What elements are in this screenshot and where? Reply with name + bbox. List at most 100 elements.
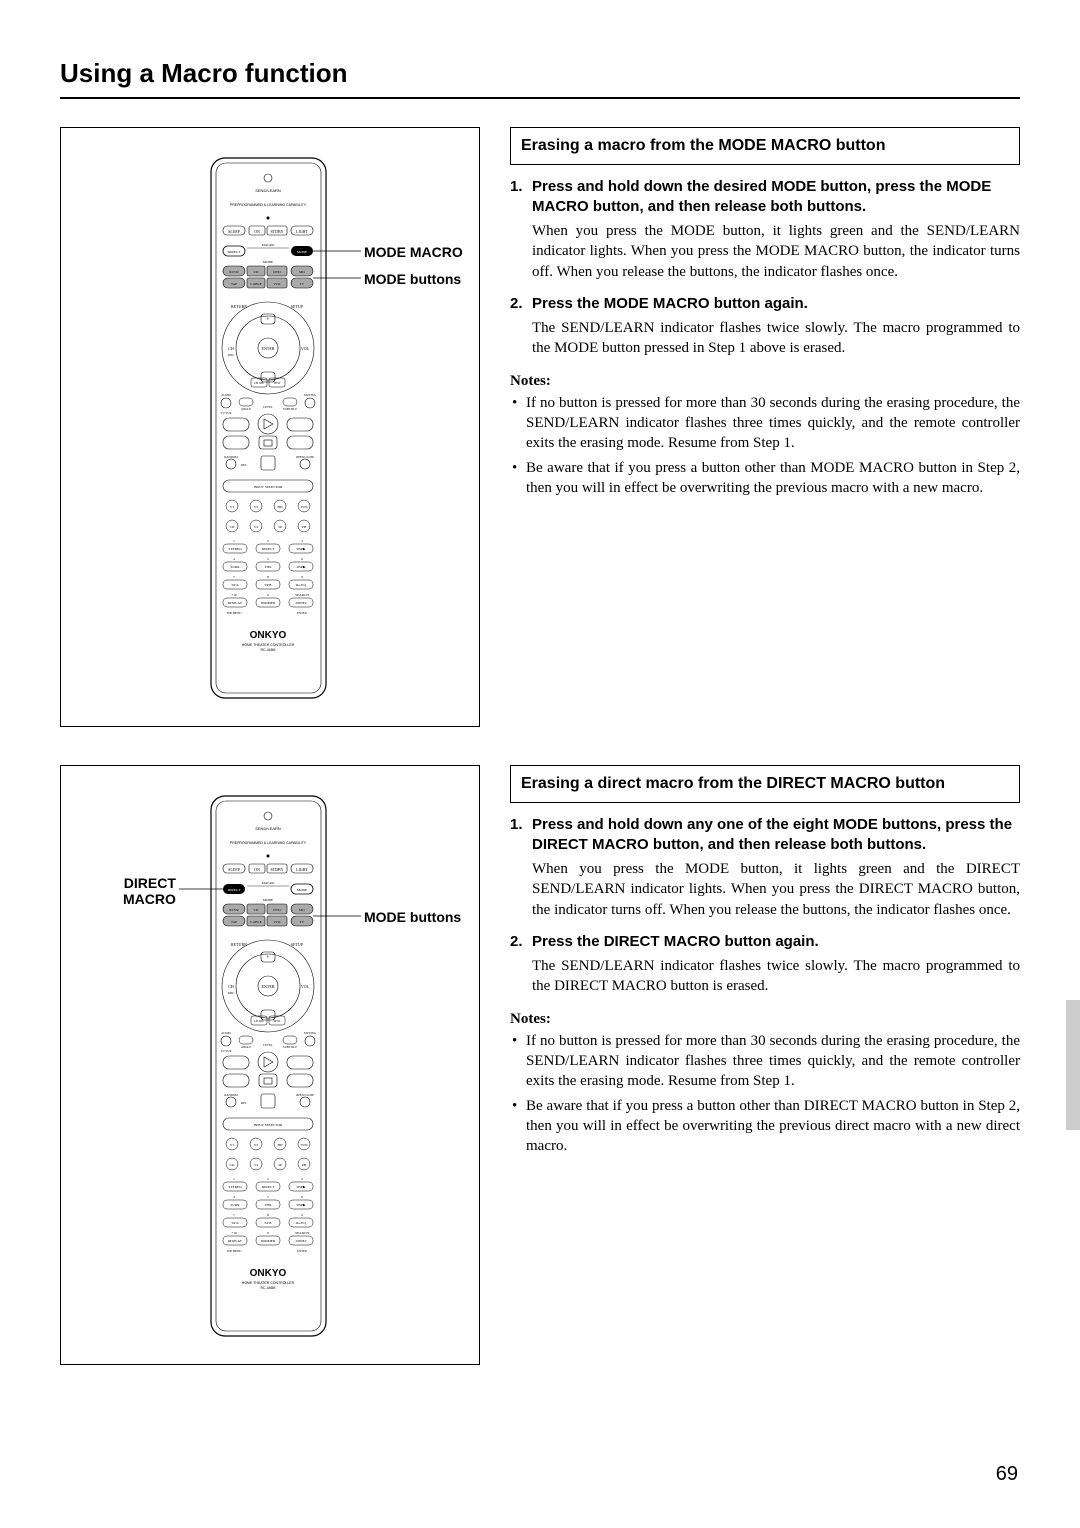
svg-text:SEARCH: SEARCH: [295, 1231, 309, 1235]
section-direct-macro: SEND/LEARN PREPROGRAMMED & LEARNING CAPA…: [60, 765, 1020, 1365]
svg-text:MUTING: MUTING: [304, 1031, 317, 1035]
svg-text:RETURN: RETURN: [231, 942, 247, 947]
step-2-1: 1. Press and hold down any one of the ei…: [510, 815, 1020, 920]
svg-text:CH: CH: [228, 346, 234, 351]
svg-text:TV: TV: [300, 282, 305, 286]
svg-text:RC-446M: RC-446M: [261, 648, 276, 652]
svg-text:3: 3: [301, 539, 303, 543]
svg-text:SETUP: SETUP: [291, 942, 304, 947]
note-item: Be aware that if you press a button othe…: [510, 1096, 1020, 1157]
svg-text:LEVEL: LEVEL: [263, 1043, 273, 1047]
svg-text:ON: ON: [254, 229, 260, 234]
svg-text:RCVR: RCVR: [229, 908, 239, 912]
svg-text:CD: CD: [254, 270, 259, 274]
svg-text:CD: CD: [230, 525, 235, 529]
step-num: 1.: [510, 815, 523, 835]
step-body: When you press the MODE button, it light…: [532, 859, 1020, 920]
svg-text:CH SEL: CH SEL: [254, 381, 264, 385]
svg-text:ANGLE: ANGLE: [241, 407, 251, 411]
svg-text:CABLE: CABLE: [250, 282, 261, 286]
svg-text:MODE: MODE: [297, 250, 307, 254]
svg-text:CH: CH: [228, 984, 234, 989]
svg-text:1: 1: [233, 539, 235, 543]
svg-text:2: 2: [267, 1177, 269, 1181]
remote-illustration: SEND/LEARN PREPROGRAMMED & LEARNING CAPA…: [61, 128, 481, 728]
svg-text:TOP MENU: TOP MENU: [226, 1249, 242, 1253]
svg-text:Re-EQ: Re-EQ: [296, 1221, 306, 1225]
notes-title: Notes:: [510, 1009, 1020, 1029]
svg-text:4: 4: [233, 1195, 235, 1199]
svg-text:SP A: SP A: [232, 583, 239, 587]
svg-text:SP A: SP A: [232, 1221, 239, 1225]
svg-text:CH SEL: CH SEL: [254, 1019, 264, 1023]
svg-text:SEND/LEARN: SEND/LEARN: [255, 188, 281, 193]
svg-text:SURR: SURR: [230, 565, 240, 569]
svg-text:LIGHT: LIGHT: [296, 867, 309, 872]
svg-text:TOP MENU: TOP MENU: [226, 611, 242, 615]
step-num: 1.: [510, 177, 523, 197]
svg-text:TUN: TUN: [300, 1143, 308, 1147]
svg-text:ONKYO: ONKYO: [250, 1268, 287, 1279]
step-1-1: 1. Press and hold down the desired MODE …: [510, 177, 1020, 282]
svg-text:ENTER: ENTER: [297, 611, 307, 615]
svg-text:REC: REC: [241, 463, 247, 467]
svg-text:DIRECT: DIRECT: [262, 547, 276, 551]
callout-direct-macro: DIRECTMACRO: [123, 875, 176, 907]
svg-text:DISC: DISC: [228, 353, 235, 357]
svg-text:Re-EQ: Re-EQ: [296, 583, 306, 587]
callout-mode-buttons: MODE buttons: [364, 271, 461, 287]
note-item: Be aware that if you press a button othe…: [510, 458, 1020, 499]
svg-text:V2: V2: [254, 505, 259, 509]
svg-text:DIRECT: DIRECT: [228, 250, 242, 254]
svg-text:TP: TP: [278, 1163, 282, 1167]
svg-text:THX: THX: [264, 1203, 272, 1207]
svg-text:5: 5: [267, 1195, 269, 1199]
step-num: 2.: [510, 294, 523, 314]
svg-text:DSP▶: DSP▶: [296, 1185, 306, 1189]
svg-text:V1: V1: [230, 1143, 235, 1147]
step-title: Press the DIRECT MACRO button again.: [532, 932, 1020, 952]
svg-text:MD: MD: [299, 270, 305, 274]
svg-text:V4: V4: [254, 1163, 259, 1167]
svg-text:V1: V1: [230, 505, 235, 509]
svg-text:0: 0: [267, 593, 269, 597]
callout-mode-buttons: MODE buttons: [364, 909, 461, 925]
svg-text:+10: +10: [231, 593, 237, 597]
svg-text:TV: TV: [300, 920, 305, 924]
note-item: If no button is pressed for more than 30…: [510, 1031, 1020, 1092]
svg-text:TEST: TEST: [273, 1019, 280, 1023]
step-title: Press and hold down any one of the eight…: [532, 815, 1020, 856]
svg-text:DIRECT: DIRECT: [228, 888, 242, 892]
svg-text:DVD: DVD: [273, 270, 281, 274]
svg-text:TP: TP: [278, 525, 282, 529]
svg-text:HD: HD: [277, 505, 283, 509]
step-2-2: 2. Press the DIRECT MACRO button again. …: [510, 932, 1020, 997]
side-tab: [1066, 1000, 1080, 1130]
svg-text:PH: PH: [302, 525, 307, 529]
svg-text:ANGLE: ANGLE: [241, 1045, 251, 1049]
svg-text:INPUT SELECTOR: INPUT SELECTOR: [254, 485, 283, 489]
svg-text:RC-446M: RC-446M: [261, 1286, 276, 1290]
svg-text:MODE: MODE: [263, 260, 273, 264]
svg-text:OPEN/CLOSE: OPEN/CLOSE: [296, 455, 314, 459]
svg-text:MUTING: MUTING: [304, 393, 317, 397]
svg-text:7: 7: [233, 575, 235, 579]
svg-text:3: 3: [301, 1177, 303, 1181]
svg-text:9: 9: [301, 1213, 303, 1217]
svg-text:DIRECT: DIRECT: [262, 1185, 276, 1189]
step-body: The SEND/LEARN indicator flashes twice s…: [532, 318, 1020, 359]
svg-text:VOL: VOL: [301, 346, 310, 351]
svg-text:DVD: DVD: [273, 908, 281, 912]
svg-text:HD: HD: [277, 1143, 283, 1147]
svg-text:STDBY: STDBY: [270, 867, 283, 872]
svg-text:SUBTITLE: SUBTITLE: [283, 1045, 297, 1049]
step-1-2: 2. Press the MODE MACRO button again. Th…: [510, 294, 1020, 359]
svg-text:STDBY: STDBY: [270, 229, 283, 234]
svg-text:9: 9: [301, 575, 303, 579]
step-title: Press the MODE MACRO button again.: [532, 294, 1020, 314]
svg-text:HOME THEATER CONTROLLER: HOME THEATER CONTROLLER: [242, 1281, 295, 1285]
svg-text:SETUP: SETUP: [291, 304, 304, 309]
svg-text:PREPROGRAMMED & LEARNING CAPAB: PREPROGRAMMED & LEARNING CAPABILITY: [230, 203, 307, 207]
svg-text:MACRO: MACRO: [262, 881, 275, 885]
svg-text:STEREO: STEREO: [228, 1185, 242, 1189]
